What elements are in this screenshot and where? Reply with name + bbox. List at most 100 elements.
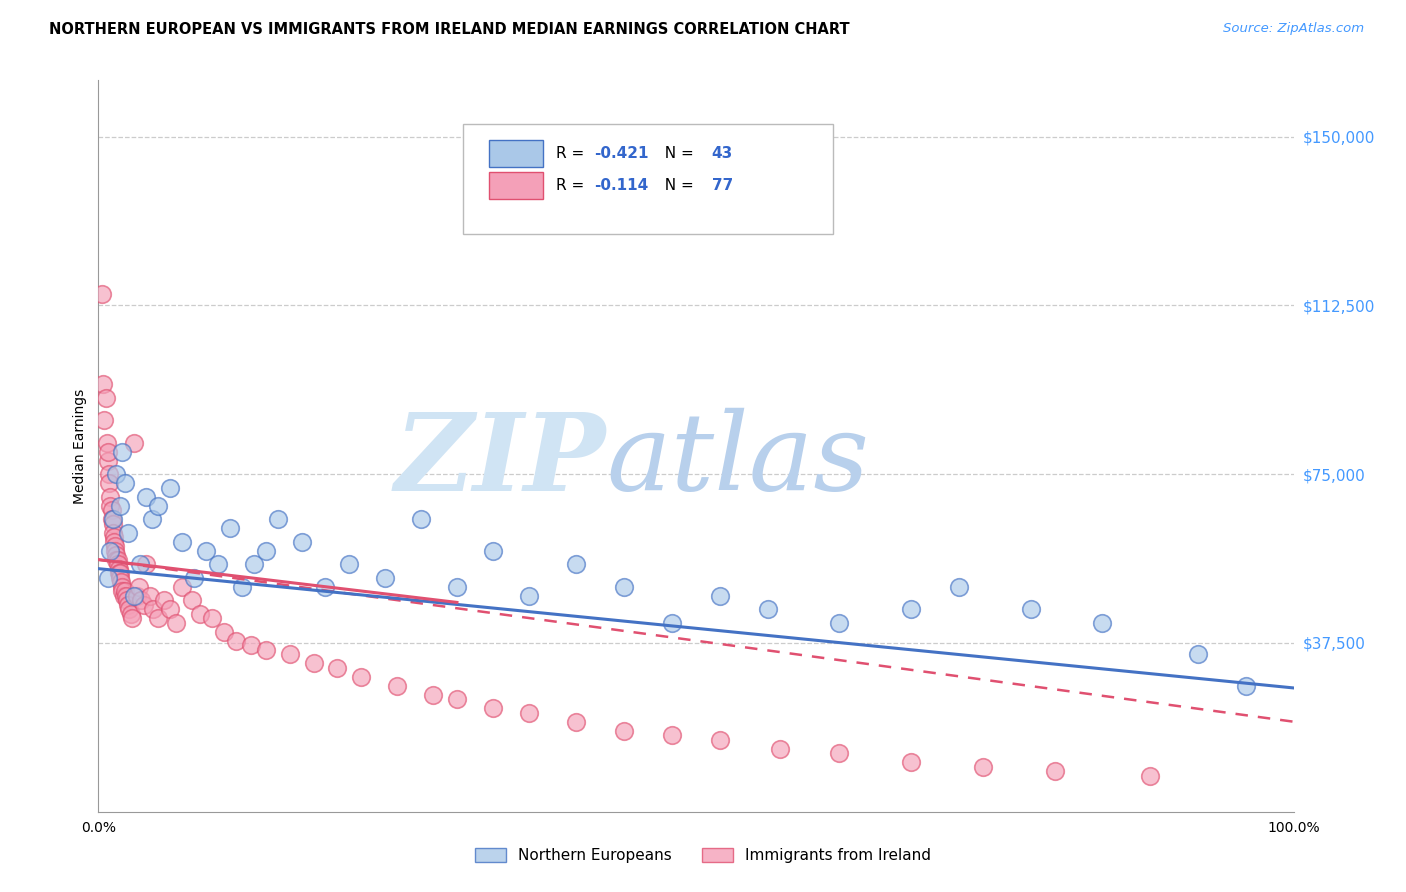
Text: N =: N = <box>655 146 699 161</box>
Point <box>148 499 170 513</box>
Point <box>374 571 396 585</box>
Point <box>98 476 121 491</box>
Point <box>828 746 851 760</box>
Text: R =: R = <box>557 146 589 161</box>
Point <box>105 552 128 566</box>
Point <box>219 521 242 535</box>
Point <box>709 732 731 747</box>
Text: N =: N = <box>655 178 699 193</box>
Point <box>98 499 122 513</box>
Point <box>114 476 136 491</box>
Text: 43: 43 <box>711 146 733 161</box>
Point <box>153 593 176 607</box>
Point <box>481 543 505 558</box>
Point <box>231 580 253 594</box>
Point <box>114 584 136 599</box>
Point <box>517 706 540 720</box>
Point <box>188 607 211 621</box>
Point <box>129 557 152 571</box>
Point <box>165 615 187 630</box>
Point <box>108 499 131 513</box>
Point <box>98 543 122 558</box>
Point <box>1139 769 1161 783</box>
Point <box>411 512 433 526</box>
Point <box>326 661 349 675</box>
Point <box>948 580 970 594</box>
Point <box>100 512 122 526</box>
Text: -0.421: -0.421 <box>595 146 650 161</box>
Point <box>105 548 128 562</box>
FancyBboxPatch shape <box>463 124 834 234</box>
Point <box>661 615 683 630</box>
Point <box>97 571 120 585</box>
Point <box>93 413 115 427</box>
Point <box>107 552 129 566</box>
Point <box>481 701 505 715</box>
Point <box>142 602 165 616</box>
Point <box>240 638 263 652</box>
Text: Source: ZipAtlas.com: Source: ZipAtlas.com <box>1223 22 1364 36</box>
Point <box>121 611 143 625</box>
Point <box>212 624 235 639</box>
Text: R =: R = <box>557 178 589 193</box>
Point <box>613 723 636 738</box>
Point <box>159 481 181 495</box>
Point <box>111 444 134 458</box>
Point <box>291 534 314 549</box>
Point <box>613 580 636 594</box>
Point <box>148 611 170 625</box>
Point <box>207 557 229 571</box>
Point <box>828 615 851 630</box>
Point <box>124 589 146 603</box>
Point <box>385 679 409 693</box>
Point <box>315 580 337 594</box>
Point <box>124 435 146 450</box>
Point <box>172 580 194 594</box>
Point <box>104 543 127 558</box>
Text: NORTHERN EUROPEAN VS IMMIGRANTS FROM IRELAND MEDIAN EARNINGS CORRELATION CHART: NORTHERN EUROPEAN VS IMMIGRANTS FROM IRE… <box>49 22 849 37</box>
Point <box>97 444 120 458</box>
Point <box>107 557 129 571</box>
Legend: Northern Europeans, Immigrants from Ireland: Northern Europeans, Immigrants from Irel… <box>467 840 939 871</box>
Point <box>1019 602 1042 616</box>
Point <box>91 377 114 392</box>
Y-axis label: Median Earnings: Median Earnings <box>73 388 87 504</box>
Point <box>108 571 131 585</box>
Point <box>105 467 128 482</box>
Point <box>104 539 127 553</box>
Point <box>96 435 118 450</box>
Point <box>111 584 134 599</box>
Point <box>180 593 202 607</box>
Point <box>91 287 114 301</box>
Point <box>110 575 132 590</box>
Point <box>97 453 120 467</box>
Point <box>101 512 124 526</box>
Point <box>107 566 129 581</box>
Point <box>115 593 138 607</box>
Point <box>125 589 148 603</box>
Point <box>120 607 142 621</box>
Point <box>900 755 922 769</box>
Point <box>768 741 790 756</box>
FancyBboxPatch shape <box>489 172 543 199</box>
Point <box>131 593 153 607</box>
Point <box>1234 679 1257 693</box>
Point <box>135 557 157 571</box>
Point <box>108 566 131 581</box>
Point <box>159 602 181 616</box>
Point <box>183 571 205 585</box>
Point <box>107 562 129 576</box>
Point <box>278 647 301 661</box>
Point <box>112 589 135 603</box>
Point <box>972 760 994 774</box>
Point <box>350 670 373 684</box>
Point <box>446 692 468 706</box>
Text: -0.114: -0.114 <box>595 178 648 193</box>
Point <box>517 589 540 603</box>
FancyBboxPatch shape <box>489 140 543 167</box>
Point <box>565 557 588 571</box>
Point <box>141 512 163 526</box>
Point <box>1043 764 1066 779</box>
Point <box>115 589 138 603</box>
Point <box>565 714 588 729</box>
